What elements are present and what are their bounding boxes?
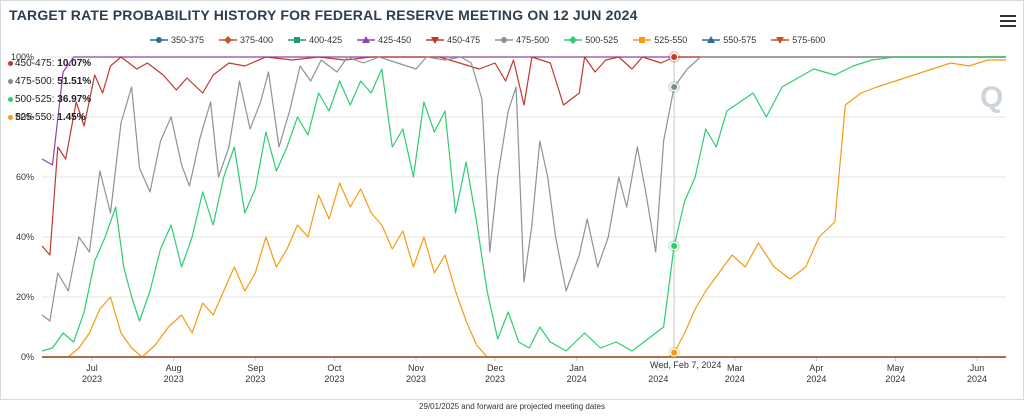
tooltip: 450-475: 10.07% 475-500: 51.51% 500-525: 3… [8,55,91,127]
tooltip-label: 525-550: [15,112,55,123]
legend-item-375-400[interactable]: 375-400 [219,35,273,45]
series-line-450-475 [41,56,1006,256]
x-tick-label-year: 2024 [725,374,745,384]
legend-item-525-550[interactable]: 525-550 [633,35,687,45]
svg-text:Q: Q [980,81,1003,114]
legend-marker-icon [426,37,445,44]
legend-marker-icon [771,37,790,44]
legend-item-475-500[interactable]: 475-500 [495,35,549,45]
legend-item-400-425[interactable]: 400-425 [288,35,342,45]
legend-marker-icon [357,36,376,43]
x-tick-label-month: Jul [86,363,98,373]
legend-item-500-525[interactable]: 500-525 [564,35,618,45]
legend-marker-icon [633,37,652,43]
tooltip-label: 475-500: [15,76,55,87]
footnote: 29/01/2025 and forward are projected mee… [419,402,605,411]
tooltip-row: 450-475: 10.07% [8,55,91,73]
y-tick-label: 20% [16,292,34,302]
x-tick-label-month: Aug [166,363,182,373]
legend-label: 550-575 [723,35,757,45]
x-tick-label-month: May [887,363,905,373]
tooltip-value: 36.97% [57,94,92,105]
legend-marker-icon [495,37,514,43]
tooltip-value: 51.51% [57,76,92,87]
tooltip-row: 475-500: 51.51% [8,73,91,91]
x-tick-label-year: 2023 [82,374,102,384]
quikstrike-logo-icon: Q [980,81,1003,114]
legend-marker-icon [702,36,721,43]
x-tick-label-month: Jan [569,363,584,373]
legend-label: 400-425 [309,35,343,45]
hover-marker-450-475 [670,53,679,61]
x-tick-label-year: 2023 [485,374,505,384]
tooltip-dot-icon [8,114,13,120]
legend-marker-icon [564,36,583,44]
tooltip-label: 500-525: [15,94,55,105]
hover-marker-475-500 [670,83,679,91]
x-tick-label-year: 2024 [967,374,987,384]
x-tick-label-year: 2023 [324,374,344,384]
hover-marker-525-550 [670,348,679,357]
y-tick-label: 0% [21,352,34,362]
tooltip-value: 1.45% [57,112,86,123]
legend-item-350-375[interactable]: 350-375 [150,35,204,45]
legend-label: 500-525 [585,35,619,45]
legend-item-575-600[interactable]: 575-600 [771,35,825,45]
legend-item-450-475[interactable]: 450-475 [426,35,480,45]
legend-marker-icon [219,36,238,44]
y-tick-label: 100% [11,52,34,62]
tooltip-dot-icon [8,78,13,84]
x-tick-label-year: 2024 [806,374,826,384]
x-tick-label-month: Sep [247,363,263,373]
legend-label: 375-400 [240,35,274,45]
tooltip-dot-icon [8,96,13,102]
series-line-525-550 [42,59,1006,358]
tooltip-dot-icon [8,60,13,66]
chart-title: TARGET RATE PROBABILITY HISTORY FOR FEDE… [9,7,638,23]
legend-marker-icon [150,37,168,43]
x-tick-label-year: 2024 [567,374,587,384]
y-tick-label: 60% [16,172,34,182]
chart-panel [0,0,1024,400]
tooltip-date: Wed, Feb 7, 2024 [646,359,726,371]
x-tick-label-year: 2023 [164,374,184,384]
hamburger-menu-icon[interactable] [1000,15,1016,27]
x-tick-label-month: Apr [809,363,823,373]
tooltip-label: 450-475: [15,58,55,69]
legend-item-425-450[interactable]: 425-450 [357,35,411,45]
legend-marker-icon [288,37,307,43]
x-tick-label-year: 2024 [648,374,668,384]
x-tick-label-year: 2024 [885,374,905,384]
line-chart: 0%20%40%60%80%100%Jul2023Aug2023Sep2023O… [11,51,1006,384]
legend-label: 525-550 [654,35,688,45]
x-tick-label-month: Nov [408,363,425,373]
chart-legend: 350-375 375-400 400-425 425-450 450-475 475-5… [150,35,840,49]
x-tick-label-month: Mar [727,363,743,373]
series-line-475-500 [41,56,1006,322]
x-tick-label-year: 2023 [245,374,265,384]
tooltip-row: 525-550: 1.45% [8,109,91,127]
legend-label: 475-500 [516,35,550,45]
x-tick-label-month: Oct [327,363,342,373]
legend-label: 350-375 [171,35,205,45]
y-tick-label: 80% [16,112,34,122]
legend-label: 450-475 [447,35,481,45]
y-tick-label: 40% [16,232,34,242]
legend-item-550-575[interactable]: 550-575 [702,35,756,45]
tooltip-value: 10.07% [57,58,92,69]
x-tick-label-year: 2023 [406,374,426,384]
x-tick-label-month: Dec [487,363,504,373]
series-line-500-525 [41,56,1006,352]
hover-marker-500-525 [670,242,679,250]
legend-label: 575-600 [792,35,826,45]
series-line-425-450 [41,56,1006,166]
tooltip-row: 500-525: 36.97% [8,91,91,109]
x-tick-label-month: Jun [970,363,985,373]
legend-label: 425-450 [378,35,412,45]
